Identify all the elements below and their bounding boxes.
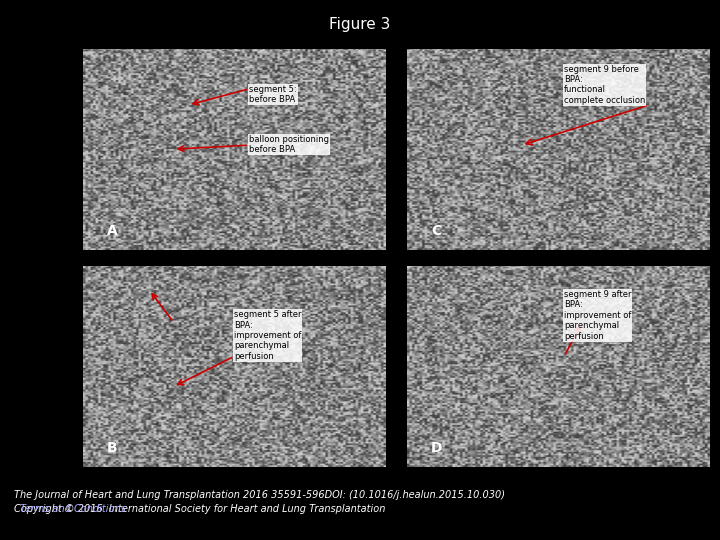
Text: balloon positioning
before BPA: balloon positioning before BPA: [249, 135, 329, 154]
Text: segment 9 after
BPA:
improvement of
parenchymal
perfusion: segment 9 after BPA: improvement of pare…: [564, 290, 631, 341]
Text: The Journal of Heart and Lung Transplantation 2016 35591-596DOI: (10.1016/j.heal: The Journal of Heart and Lung Transplant…: [14, 489, 505, 500]
Text: segment 5:
before BPA: segment 5: before BPA: [249, 85, 297, 104]
Text: Figure 3: Figure 3: [329, 17, 391, 32]
Text: Terms and Conditions: Terms and Conditions: [20, 504, 126, 514]
Text: D: D: [431, 441, 443, 455]
Text: B: B: [107, 441, 117, 455]
Text: C: C: [431, 224, 441, 238]
Text: A: A: [107, 224, 118, 238]
Text: segment 5 after
BPA:
improvement of
parenchymal
perfusion: segment 5 after BPA: improvement of pare…: [234, 310, 302, 361]
Text: Copyright © 2016  International Society for Heart and Lung Transplantation: Copyright © 2016 International Society f…: [14, 504, 389, 514]
Text: segment 9 before
BPA:
functional
complete occlusion: segment 9 before BPA: functional complet…: [564, 65, 645, 105]
